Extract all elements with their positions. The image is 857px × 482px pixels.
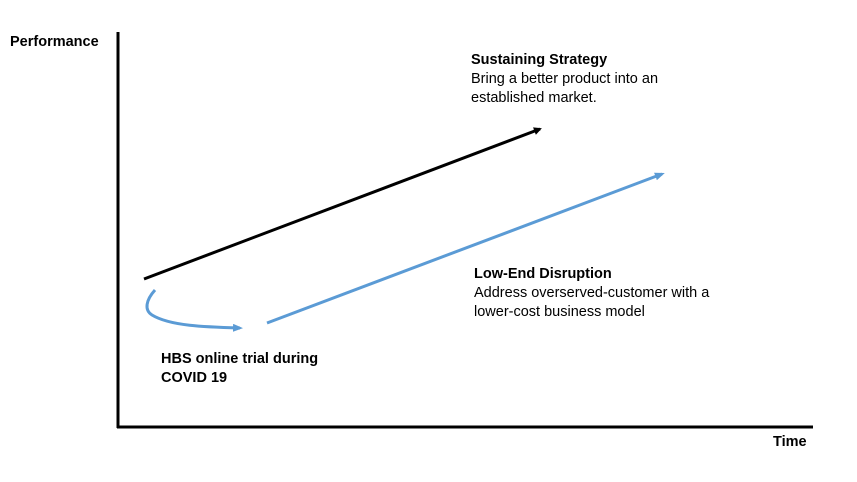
lowend-annotation: Low-End Disruption Address overserved-cu… [474,265,709,322]
lowend-title: Low-End Disruption [474,266,612,282]
y-axis-label: Performance [10,34,99,50]
sustaining-arrow [143,127,542,281]
hbs-curved-arrow [145,288,243,332]
x-axis-label: Time [773,434,807,450]
lowend-desc-1: Address overserved-customer with a [474,285,710,301]
hbs-line-2: COVID 19 [161,370,228,386]
hbs-annotation: HBS online trial during COVID 19 [161,350,318,388]
lowend-desc-2: lower-cost business model [474,304,645,320]
lowend-arrow [266,172,665,325]
sustaining-title: Sustaining Strategy [471,52,608,68]
sustaining-desc-2: established market. [471,90,597,106]
sustaining-desc-1: Bring a better product into an [471,71,659,87]
hbs-line-1: HBS online trial during [161,351,319,367]
sustaining-annotation: Sustaining Strategy Bring a better produ… [471,51,658,108]
